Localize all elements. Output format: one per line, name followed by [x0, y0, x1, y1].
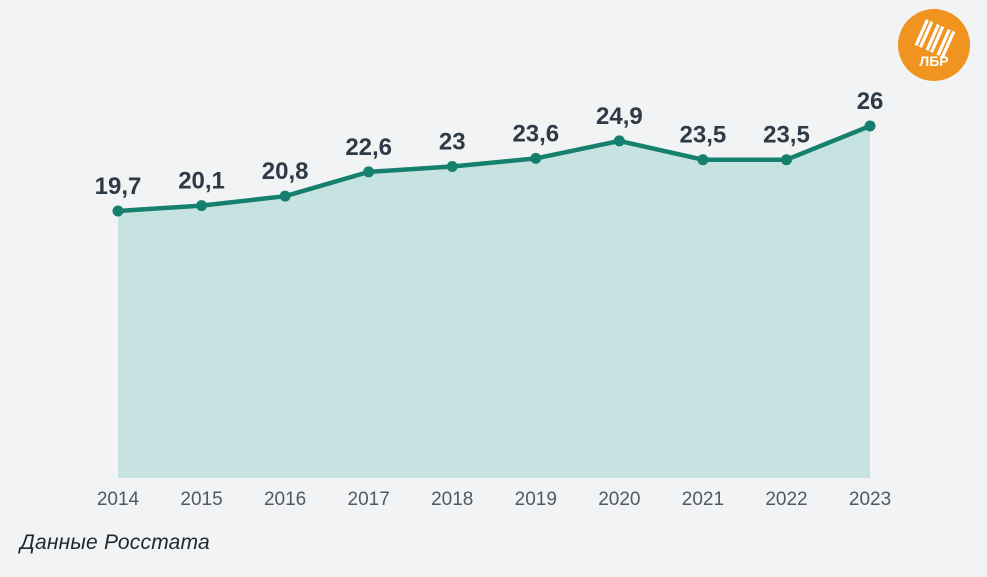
- data-point-2015: [196, 200, 208, 212]
- data-point-2014: [112, 205, 124, 217]
- data-point-2019: [530, 152, 542, 164]
- data-point-2017: [363, 166, 375, 178]
- logo-text: ЛБР: [919, 53, 948, 69]
- x-axis-label-2019: 2019: [515, 489, 557, 510]
- value-label-2018: 23: [439, 128, 466, 155]
- x-axis-label-2022: 2022: [765, 489, 807, 510]
- x-axis-label-2016: 2016: [264, 489, 306, 510]
- value-label-2017: 22,6: [345, 134, 392, 161]
- data-point-2022: [780, 154, 792, 166]
- value-label-2022: 23,5: [763, 122, 810, 149]
- x-axis-label-2017: 2017: [348, 489, 390, 510]
- source-note: Данные Росстата: [20, 531, 210, 554]
- logo-bars-icon: [914, 19, 956, 58]
- data-point-2016: [279, 190, 291, 202]
- data-point-2021: [697, 154, 709, 166]
- x-axis-label-2015: 2015: [180, 489, 222, 510]
- value-label-2015: 20,1: [178, 168, 225, 195]
- value-label-2023: 26: [857, 88, 884, 115]
- trend-line: [115, 123, 873, 214]
- x-axis-label-2018: 2018: [431, 489, 473, 510]
- value-label-2019: 23,6: [512, 120, 559, 147]
- data-point-2018: [446, 160, 458, 172]
- value-label-2021: 23,5: [680, 122, 727, 149]
- area-fill: [118, 126, 870, 478]
- data-point-2020: [613, 135, 625, 147]
- value-label-2020: 24,9: [596, 103, 643, 130]
- value-label-2014: 19,7: [95, 173, 142, 200]
- x-axis-label-2021: 2021: [682, 489, 724, 510]
- lbr-logo: ЛБР: [898, 9, 970, 81]
- data-point-2023: [864, 120, 876, 132]
- x-axis-label-2023: 2023: [849, 489, 891, 510]
- x-axis-label-2020: 2020: [598, 489, 640, 510]
- value-label-2016: 20,8: [262, 158, 309, 185]
- x-axis-label-2014: 2014: [97, 489, 140, 510]
